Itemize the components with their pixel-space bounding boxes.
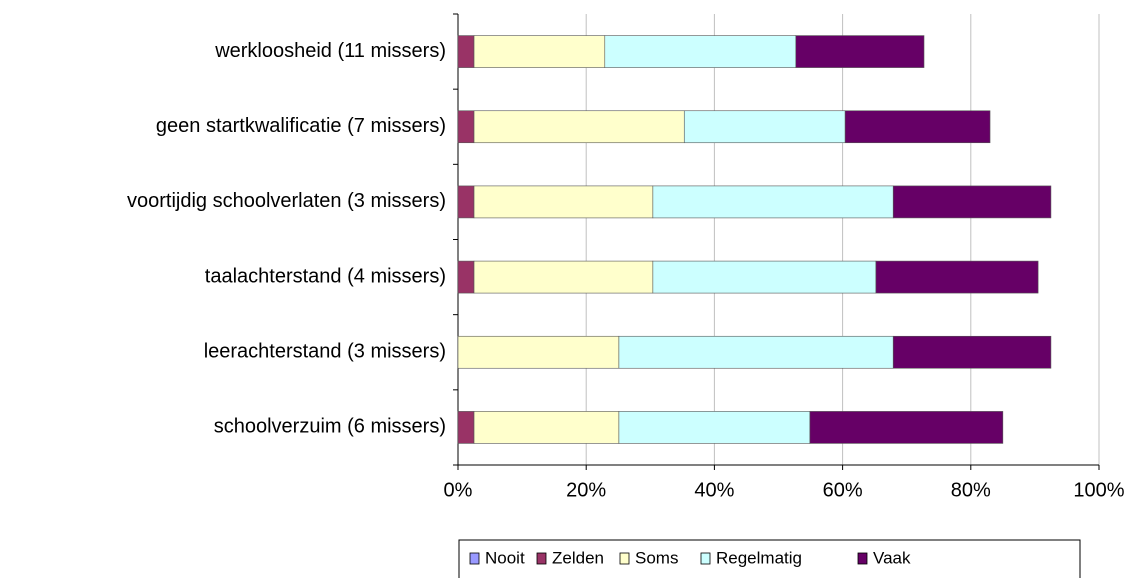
- bar-segment: [457, 260, 475, 294]
- legend-label: Regelmatig: [716, 548, 802, 567]
- y-tick-label: schoolverzuim (6 missers): [214, 416, 446, 438]
- bar-segment: [652, 185, 894, 219]
- bar-segment: [844, 110, 991, 144]
- x-tick-label: 20%: [566, 479, 606, 501]
- legend-label: Zelden: [552, 548, 604, 567]
- bar-segment: [683, 110, 846, 144]
- y-tick-label: geen startkwalificatie (7 missers): [156, 115, 446, 137]
- x-tick-label: 0%: [444, 479, 473, 501]
- bar-segment: [795, 35, 925, 68]
- legend: Nooit Zelden Soms Regelmatig Vaak: [458, 539, 1081, 578]
- bar-segment: [892, 185, 1052, 219]
- legend-swatch: [857, 552, 868, 565]
- bar-segment: [809, 411, 1004, 444]
- legend-swatch: [536, 552, 547, 565]
- legend-swatch: [619, 552, 630, 565]
- legend-label: Vaak: [873, 548, 911, 567]
- bar-segment: [473, 110, 685, 144]
- bar-segment: [457, 185, 475, 219]
- x-tick-label: 80%: [951, 479, 991, 501]
- bar-segment: [473, 411, 620, 444]
- y-tick-label: werkloosheid (11 missers): [214, 40, 446, 62]
- bar-segment: [457, 35, 475, 68]
- bar-segment: [457, 335, 620, 369]
- legend-swatch: [700, 552, 711, 565]
- bar-segment: [618, 411, 811, 444]
- bar-segment: [892, 335, 1052, 369]
- bar-segment: [457, 411, 475, 444]
- bar-segment: [618, 335, 894, 369]
- legend-label: Soms: [635, 548, 678, 567]
- legend-label: Nooit: [485, 548, 525, 567]
- y-tick-label: taalachterstand (4 missers): [205, 265, 446, 287]
- bar-segment: [473, 35, 606, 68]
- bar-segment: [457, 110, 475, 144]
- bar-segment: [875, 260, 1039, 294]
- bar-segment: [473, 260, 654, 294]
- legend-swatch: [469, 552, 480, 565]
- bar-segment: [604, 35, 797, 68]
- bar-segment: [473, 185, 654, 219]
- bar-segment: [652, 260, 877, 294]
- y-tick-label: leerachterstand (3 missers): [204, 341, 446, 363]
- y-tick-label: voortijdig schoolverlaten (3 missers): [127, 190, 446, 212]
- legend-box: [458, 539, 1081, 578]
- x-tick-label: 40%: [694, 479, 734, 501]
- x-tick-label: 100%: [1073, 479, 1124, 501]
- x-tick-label: 60%: [823, 479, 863, 501]
